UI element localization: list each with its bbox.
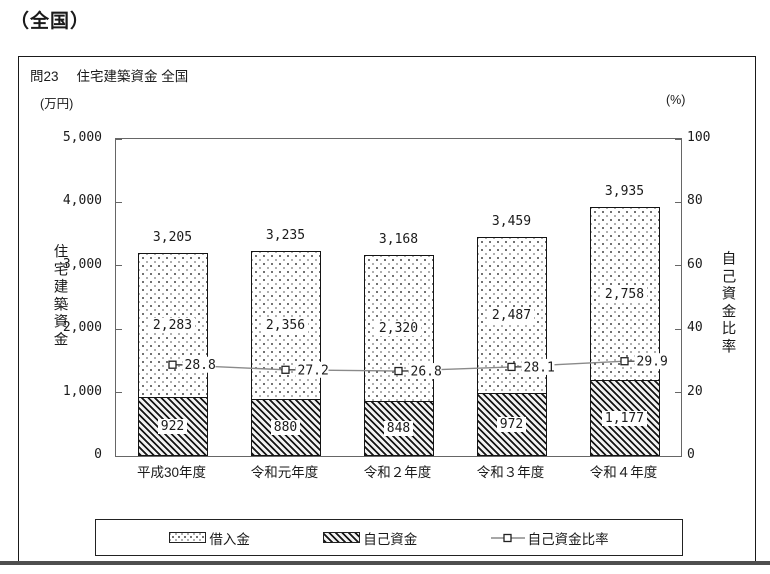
hatch-pattern-swatch-icon: [323, 532, 361, 543]
chart-header: 問23 住宅建築資金 全国: [30, 65, 188, 85]
left-tick-mark: [116, 328, 122, 330]
right-tick-mark: [675, 138, 681, 140]
stacked-bar: 2,758 1,177: [589, 207, 660, 456]
right-axis-tick: 100: [687, 130, 711, 145]
right-tick-mark: [675, 328, 681, 330]
x-axis-labels: 平成30年度 令和元年度 令和２年度 令和３年度 令和４年度: [115, 461, 680, 481]
left-axis-tick: 0: [94, 447, 102, 462]
bar-segment-own-funds: 880: [251, 399, 320, 455]
left-axis-title: 住宅建築資金: [53, 244, 69, 349]
right-axis-tick: 0: [687, 447, 695, 462]
bar-total-label: 3,459: [491, 214, 532, 229]
legend-label-loan: 借入金: [209, 531, 250, 547]
loan-value-label: 2,487: [488, 308, 535, 323]
bar-segment-loan: 2,283: [138, 254, 207, 397]
ratio-marker-icon: [620, 357, 629, 366]
own-funds-value-label: 972: [496, 417, 527, 432]
ratio-line-marker-icon: [490, 533, 525, 542]
ratio-marker-icon: [507, 362, 516, 372]
x-axis-category-label: 令和２年度: [363, 465, 432, 480]
own-funds-value-label: 922: [157, 419, 188, 434]
left-tick-mark: [116, 201, 122, 203]
own-funds-value-label: 1,177: [601, 410, 648, 426]
question-number: 問23: [30, 69, 59, 84]
legend-item-loan: 借入金: [169, 528, 250, 548]
bar-segment-loan: 2,758: [590, 208, 659, 380]
x-axis-category-label: 平成30年度: [136, 465, 207, 480]
own-funds-value-label: 880: [270, 420, 301, 435]
left-axis-tick: 2,000: [62, 320, 102, 336]
left-tick-mark: [116, 392, 122, 394]
loan-value-label: 2,356: [262, 318, 309, 333]
right-tick-mark: [675, 201, 681, 203]
own-funds-value-label: 848: [383, 421, 414, 436]
ratio-marker-icon: [394, 366, 403, 376]
ratio-marker-icon: [281, 365, 290, 374]
x-axis-category-label: 令和４年度: [589, 465, 658, 480]
right-axis-tick: 20: [687, 383, 703, 399]
legend-box: 借入金 自己資金 自己資金比率: [95, 519, 683, 556]
left-axis-tick: 1,000: [62, 383, 102, 399]
bar-segment-own-funds: 972: [477, 393, 546, 455]
ratio-value-label: 27.2: [298, 363, 329, 378]
right-axis-tick: 60: [687, 256, 703, 272]
dots-pattern-swatch-icon: [169, 532, 207, 543]
stacked-bar: 2,283 922: [137, 253, 208, 456]
bar-total-label: 3,205: [152, 230, 193, 245]
bar-total-label: 3,168: [378, 232, 419, 247]
right-axis-unit: (%): [666, 93, 686, 107]
loan-value-label: 2,758: [601, 286, 648, 302]
chart-title: 住宅建築資金 全国: [76, 69, 189, 84]
right-tick-mark: [675, 455, 681, 457]
x-axis-category-label: 令和３年度: [476, 465, 545, 480]
stacked-bar: 2,356 880: [250, 251, 321, 456]
right-axis-tick: 40: [687, 320, 703, 336]
ratio-marker-icon: [168, 360, 177, 369]
bar-total-label: 3,935: [604, 184, 645, 199]
bar-total-label: 3,235: [265, 228, 306, 243]
right-axis-tick: 80: [687, 193, 703, 209]
left-axis-tick: 4,000: [62, 193, 102, 209]
legend-item-own-funds: 自己資金: [323, 528, 417, 548]
ratio-line-layer: 28.8 27.2 26.8 28.1 29.9: [168, 353, 668, 380]
bar-segment-own-funds: 1,177: [590, 380, 659, 455]
page-title: （全国）: [10, 11, 91, 32]
legend-label-ratio: 自己資金比率: [527, 531, 609, 547]
ratio-value-label: 28.8: [185, 358, 216, 373]
left-tick-mark: [116, 265, 122, 267]
ratio-value-label: 28.1: [524, 360, 555, 375]
loan-value-label: 2,320: [375, 321, 422, 336]
left-axis-tick: 5,000: [62, 130, 102, 145]
bar-segment-own-funds: 848: [364, 401, 433, 455]
legend-item-ratio: 自己資金比率: [490, 528, 609, 548]
right-tick-mark: [675, 265, 681, 267]
ratio-value-label: 29.9: [637, 355, 668, 370]
left-axis-unit: (万円): [40, 97, 74, 111]
loan-value-label: 2,283: [149, 318, 196, 333]
legend-label-own-funds: 自己資金: [363, 531, 418, 547]
page-bottom-rule: [0, 561, 770, 565]
bar-segment-own-funds: 922: [138, 397, 207, 455]
x-axis-category-label: 令和元年度: [250, 465, 319, 480]
right-tick-mark: [675, 392, 681, 394]
left-tick-mark: [116, 138, 122, 140]
right-axis-title: 自己資金比率: [721, 251, 737, 356]
left-axis-tick: 3,000: [62, 256, 102, 272]
plot-area: 2,283 922 3,205 2,356 880 3,235 2,320 848 3,168 2…: [115, 138, 682, 457]
left-tick-mark: [116, 455, 122, 457]
ratio-value-label: 26.8: [411, 365, 442, 380]
